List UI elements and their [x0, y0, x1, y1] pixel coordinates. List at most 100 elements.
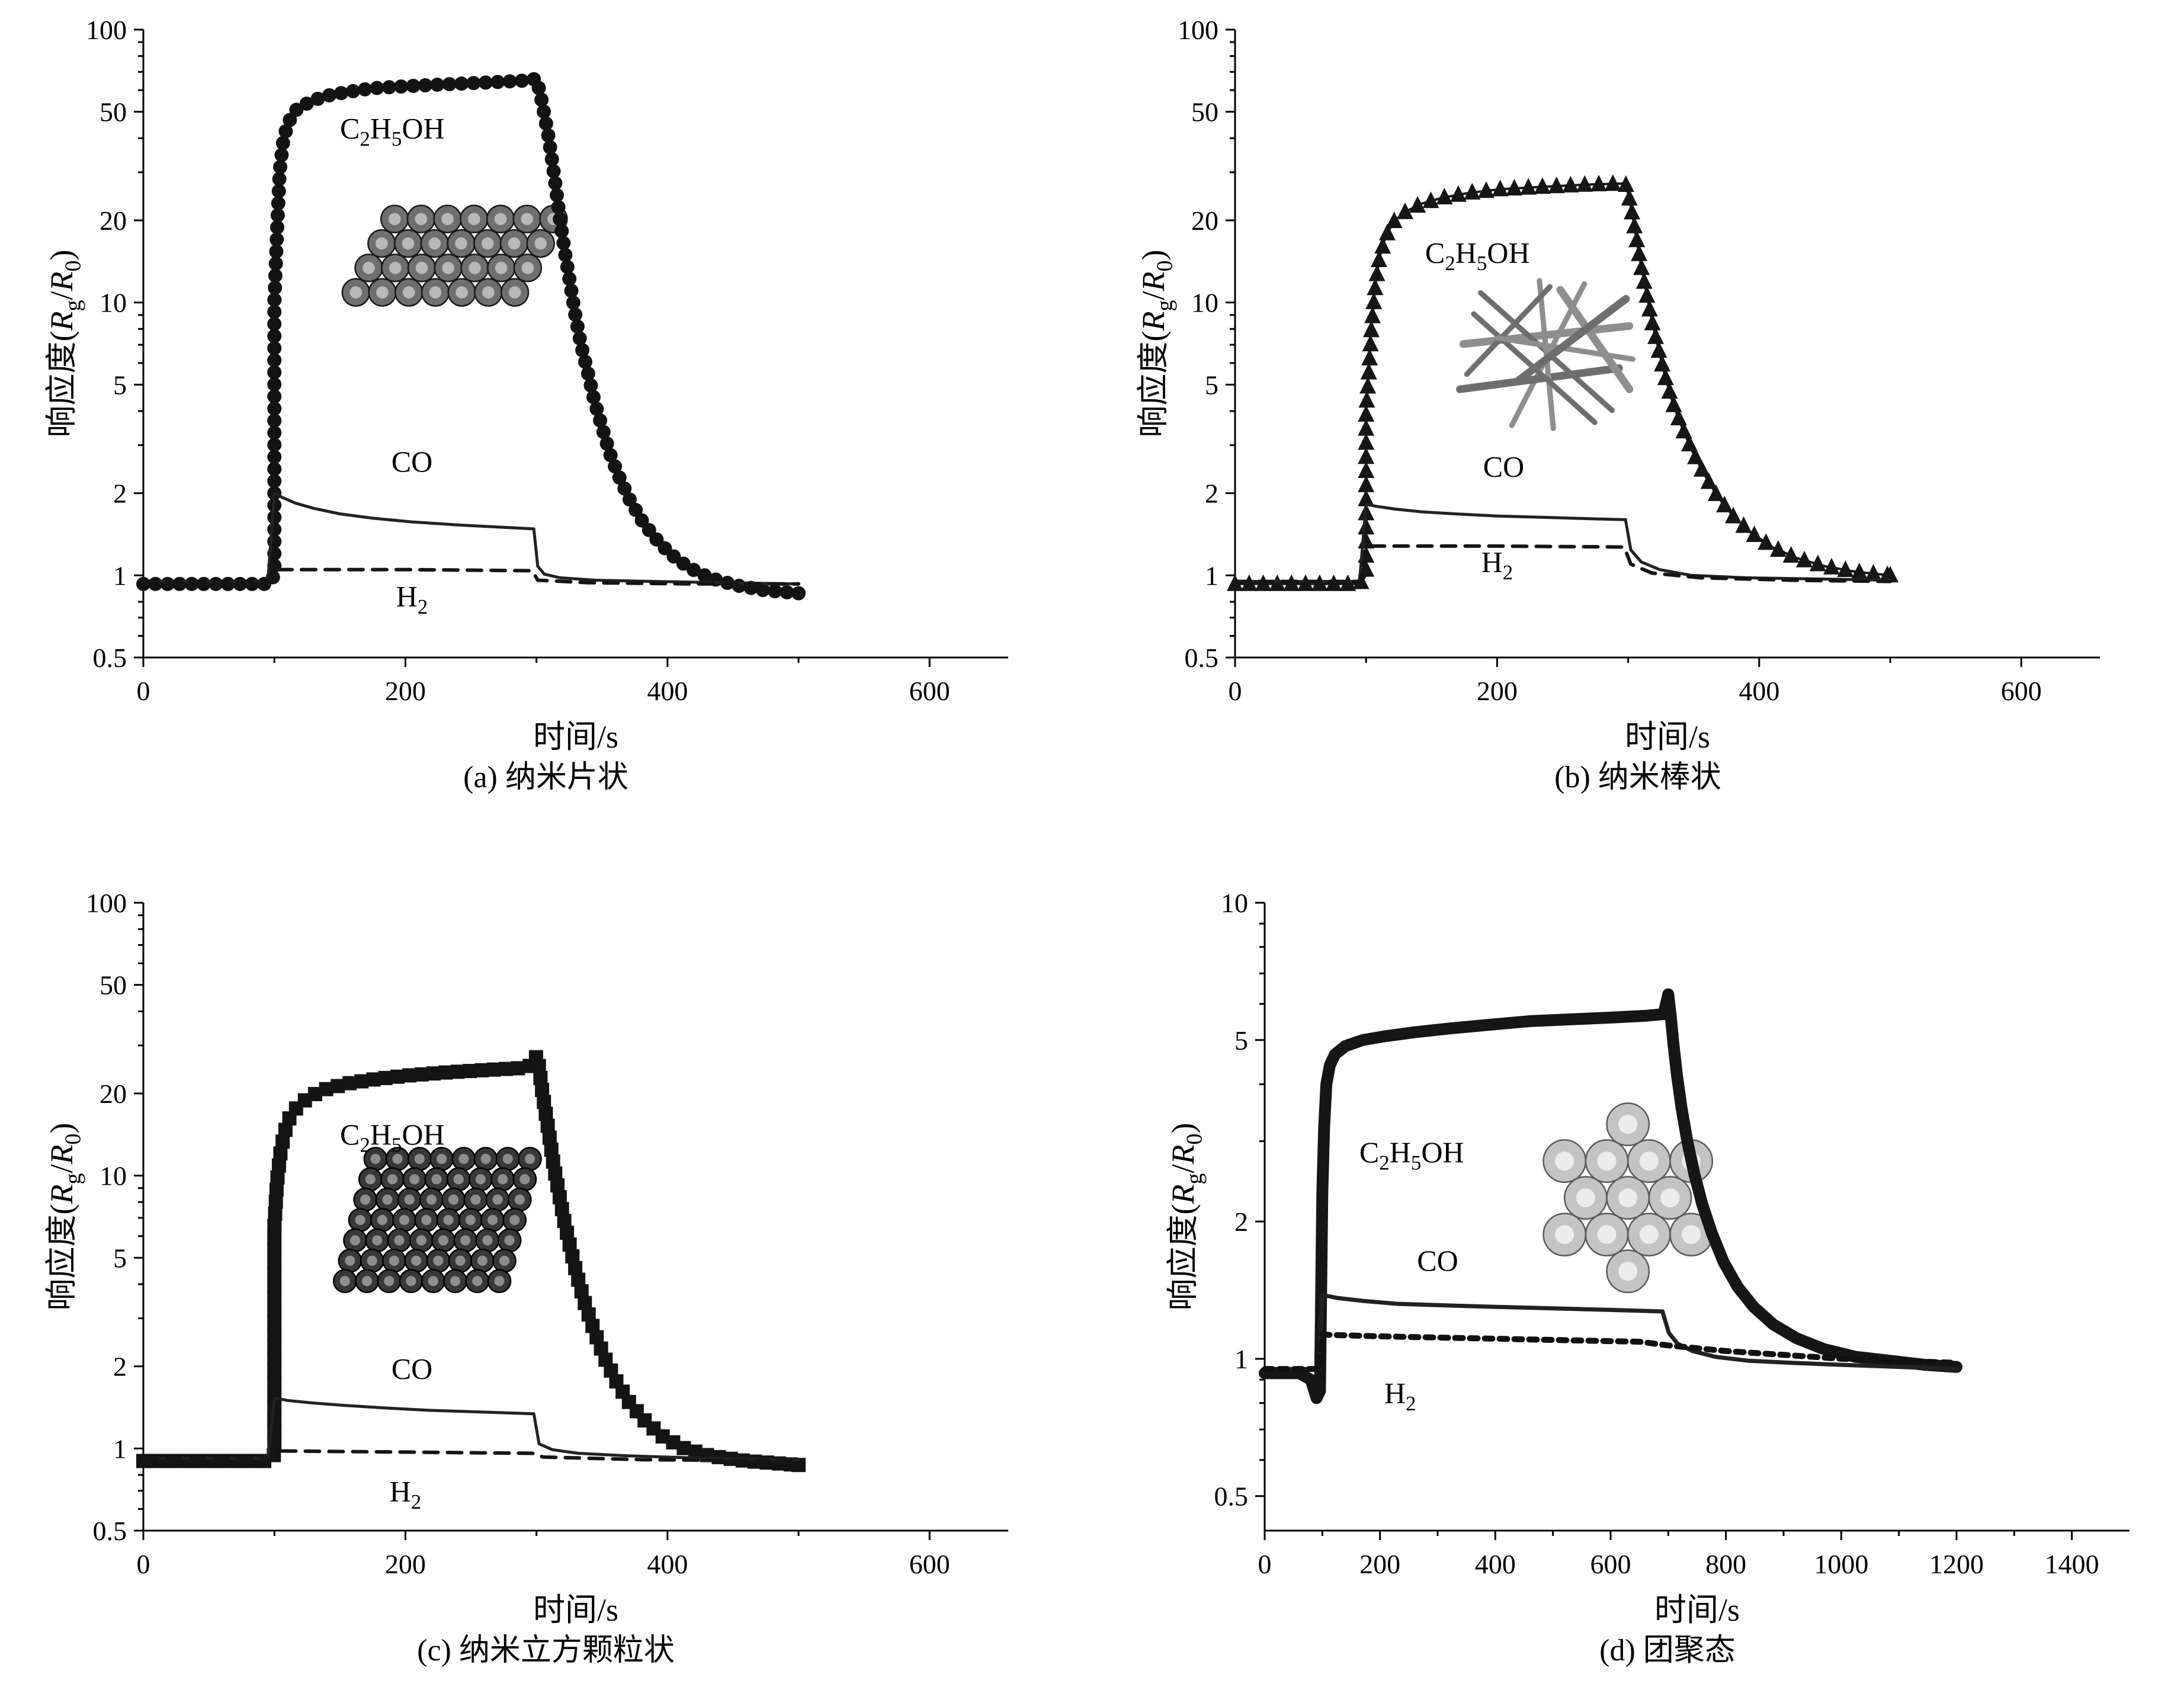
- nanorod-inset-icon: [1456, 278, 1636, 431]
- series-label-h2: H2: [1384, 1377, 1416, 1416]
- svg-text:200: 200: [384, 1549, 425, 1579]
- svg-text:2: 2: [113, 1352, 127, 1382]
- svg-text:1400: 1400: [2045, 1549, 2099, 1579]
- y-axis-title: 响应度(Rg/R0): [44, 250, 86, 438]
- svg-text:600: 600: [1590, 1549, 1631, 1579]
- series-label-c2h5oh: C2H5OH: [1425, 236, 1530, 275]
- series-label-c2h5oh: C2H5OH: [339, 1118, 444, 1157]
- svg-text:400: 400: [647, 1549, 688, 1579]
- series-h2: H2: [1262, 1332, 1959, 1416]
- svg-text:200: 200: [384, 676, 425, 706]
- series-c2h5oh: C2H5OH: [1227, 174, 1899, 591]
- svg-text:0: 0: [136, 1549, 150, 1579]
- x-axis-title: 时间/s: [1625, 719, 1710, 755]
- svg-text:2: 2: [113, 479, 127, 509]
- svg-text:400: 400: [1739, 676, 1779, 706]
- series-c2h5oh: C2H5OH: [136, 1050, 806, 1473]
- series-label-c2h5oh: C2H5OH: [339, 111, 444, 150]
- svg-text:20: 20: [100, 206, 127, 236]
- series-label-co: CO: [391, 1352, 432, 1386]
- axes: [1226, 28, 2100, 667]
- svg-text:0: 0: [1229, 676, 1242, 706]
- svg-text:100: 100: [86, 888, 127, 918]
- axis-labels: 0.5 1 2 5 10 0 200 400 600 800 1000 1200 1400 时间/s 响应度…: [1165, 888, 2099, 1628]
- svg-text:5: 5: [1205, 370, 1218, 400]
- svg-text:10: 10: [100, 1161, 127, 1191]
- series-label-h2: H2: [389, 1475, 421, 1514]
- svg-text:1: 1: [1234, 1344, 1248, 1374]
- x-axis-title: 时间/s: [1654, 1592, 1740, 1628]
- svg-text:2: 2: [1205, 479, 1218, 509]
- series-co: CO: [1262, 1245, 1959, 1371]
- svg-text:200: 200: [1477, 676, 1518, 706]
- svg-text:1000: 1000: [1814, 1549, 1868, 1579]
- series-label-c2h5oh: C2H5OH: [1359, 1136, 1464, 1175]
- caption-d: (d) 团聚态: [1599, 1634, 1736, 1668]
- svg-text:1: 1: [113, 560, 127, 591]
- panel-d: 0.5 1 2 5 10 0 200 400 600 800 1000 1200 1400 时间/s 响应度…: [1151, 879, 2184, 1669]
- svg-text:10: 10: [1221, 888, 1248, 918]
- x-axis-title: 时间/s: [533, 719, 618, 755]
- svg-text:0.5: 0.5: [92, 643, 127, 673]
- panel-a: 0.5 1 2 5 10 20 50 100 0 200 400 600 时间/s 响应度(Rg/R0) C…: [0, 6, 1092, 796]
- axes: [133, 902, 1008, 1541]
- svg-text:0.5: 0.5: [1185, 643, 1219, 673]
- panel-c: 0.5 1 2 5 10 20 50 100 0 200 400 600 时间/s 响应度(Rg/R0) C…: [0, 879, 1092, 1669]
- nanocube-inset-icon: [332, 1147, 542, 1294]
- axis-labels: 0.5 1 2 5 10 20 50 100 0 200 400 600 时间/s 响应度(Rg/R0): [44, 15, 950, 755]
- chart-a-nanosheet: 0.5 1 2 5 10 20 50 100 0 200 400 600 时间/s 响应度(Rg/R0) C…: [44, 15, 1008, 755]
- svg-text:5: 5: [113, 370, 127, 400]
- svg-text:0.5: 0.5: [92, 1516, 127, 1546]
- svg-text:50: 50: [1191, 97, 1218, 127]
- series-label-co: CO: [391, 445, 432, 478]
- series-h2: H2: [141, 567, 800, 619]
- svg-text:1: 1: [1205, 560, 1218, 591]
- svg-text:200: 200: [1359, 1549, 1400, 1579]
- svg-text:400: 400: [1475, 1549, 1516, 1579]
- svg-text:1200: 1200: [1929, 1549, 1984, 1579]
- series-co: CO: [142, 1352, 800, 1462]
- svg-text:20: 20: [100, 1079, 127, 1109]
- svg-text:600: 600: [909, 1549, 950, 1579]
- svg-text:50: 50: [100, 970, 127, 1000]
- svg-text:1: 1: [113, 1434, 127, 1464]
- y-axis-title: 响应度(Rg/R0): [1136, 250, 1178, 438]
- y-axis-title: 响应度(Rg/R0): [1165, 1123, 1207, 1311]
- axes: [133, 28, 1008, 667]
- svg-text:50: 50: [100, 97, 127, 127]
- nanosheet-inset-icon: [341, 204, 568, 307]
- chart-d-agglomerate: 0.5 1 2 5 10 0 200 400 600 800 1000 1200 1400 时间/s 响应度…: [1165, 888, 2130, 1628]
- svg-text:0.5: 0.5: [1214, 1481, 1249, 1512]
- series-co: CO: [142, 445, 800, 586]
- chart-c-nanocube: 0.5 1 2 5 10 20 50 100 0 200 400 600 时间/s 响应度(Rg/R0) C…: [44, 888, 1008, 1628]
- svg-text:20: 20: [1191, 206, 1218, 236]
- axis-labels: 0.5 1 2 5 10 20 50 100 0 200 400 600 时间/s 响应度(Rg/R0): [44, 888, 950, 1628]
- series-label-co: CO: [1417, 1245, 1458, 1278]
- svg-text:5: 5: [113, 1243, 127, 1274]
- caption-c: (c) 纳米立方颗粒状: [417, 1634, 675, 1668]
- y-axis-title: 响应度(Rg/R0): [44, 1123, 86, 1311]
- axes: [1255, 902, 2130, 1541]
- svg-text:600: 600: [2001, 676, 2042, 706]
- svg-text:0: 0: [1258, 1549, 1272, 1579]
- axis-labels: 0.5 1 2 5 10 20 50 100 0 200 400 600 时间/s 响应度(Rg/R0): [1136, 15, 2042, 755]
- series-co: CO: [1233, 450, 1892, 583]
- series-label-h2: H2: [1481, 545, 1513, 584]
- svg-text:100: 100: [86, 15, 127, 45]
- caption-b: (b) 纳米棒状: [1554, 761, 1721, 794]
- caption-a: (a) 纳米片状: [463, 761, 628, 794]
- x-axis-title: 时间/s: [533, 1592, 618, 1628]
- svg-text:2: 2: [1234, 1207, 1248, 1237]
- svg-text:0: 0: [136, 676, 150, 706]
- series-label-h2: H2: [396, 580, 428, 619]
- series-label-co: CO: [1483, 450, 1524, 483]
- series-c2h5oh: C2H5OH: [136, 72, 806, 601]
- series-h2: H2: [141, 1449, 800, 1514]
- svg-text:10: 10: [1191, 288, 1218, 318]
- panel-b: 0.5 1 2 5 10 20 50 100 0 200 400 600 时间/s 响应度(Rg/R0) C…: [1092, 6, 2184, 796]
- chart-b-nanorod: 0.5 1 2 5 10 20 50 100 0 200 400 600 时间/s 响应度(Rg/R0) C…: [1136, 15, 2100, 755]
- svg-text:5: 5: [1234, 1025, 1248, 1056]
- svg-text:100: 100: [1178, 15, 1218, 45]
- series-c2h5oh: C2H5OH: [1259, 988, 1962, 1404]
